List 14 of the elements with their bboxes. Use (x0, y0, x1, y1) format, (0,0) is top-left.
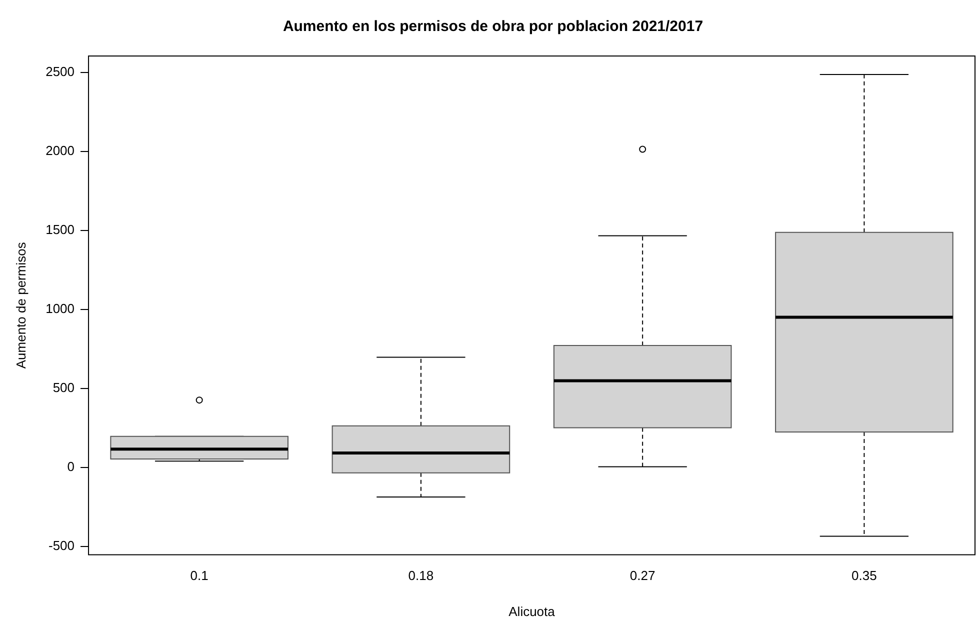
y-axis-title: Aumento de permisos (13, 242, 28, 369)
y-tick-label: -500 (48, 538, 75, 553)
x-axis-title: Alicuota (508, 604, 556, 619)
y-tick-label: 0 (67, 458, 75, 474)
x-tick-label: 0.18 (408, 568, 434, 584)
y-tick-label: 1000 (46, 300, 75, 316)
y-tick-label: 2500 (46, 64, 75, 79)
y-tick-label: 2000 (46, 142, 75, 158)
chart-title: Aumento en los permisos de obra por poblacion 2021/2017 (282, 18, 704, 36)
x-tick-label: 0.35 (852, 568, 877, 584)
x-tick-label: 0.1 (190, 568, 208, 584)
y-tick-label: 1500 (46, 222, 75, 237)
x-tick-label: 0.27 (630, 568, 656, 584)
y-tick-label: 500 (52, 380, 75, 395)
